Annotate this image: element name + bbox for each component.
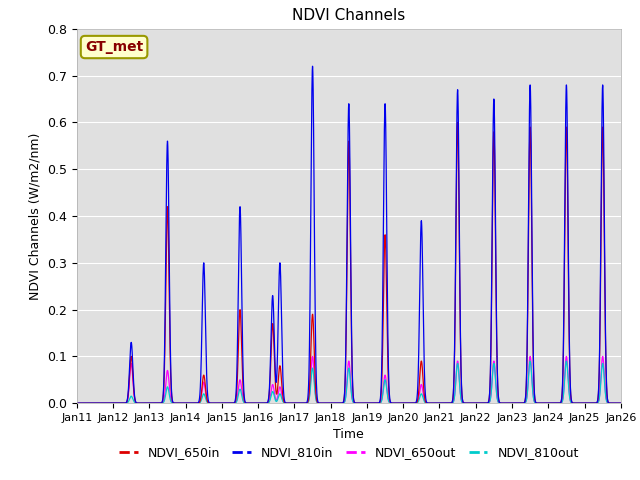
Text: GT_met: GT_met xyxy=(85,40,143,54)
NDVI_650out xyxy=(308,353,316,359)
NDVI_810out xyxy=(617,400,625,406)
NDVI_650in xyxy=(561,278,568,284)
NDVI_650in xyxy=(457,351,465,357)
NDVI_650out xyxy=(73,400,81,406)
NDVI_650in xyxy=(454,120,461,125)
NDVI_650out xyxy=(407,400,415,406)
NDVI_650in xyxy=(617,400,625,406)
NDVI_650in xyxy=(407,400,415,406)
NDVI_650in xyxy=(243,400,251,406)
NDVI_810in xyxy=(443,400,451,406)
NDVI_810in xyxy=(457,346,465,351)
Line: NDVI_650in: NDVI_650in xyxy=(77,122,621,403)
X-axis label: Time: Time xyxy=(333,429,364,442)
NDVI_810out xyxy=(457,393,465,399)
NDVI_810in xyxy=(280,384,287,389)
NDVI_810in xyxy=(617,400,625,406)
NDVI_810in xyxy=(243,400,251,406)
Line: NDVI_650out: NDVI_650out xyxy=(77,356,621,403)
Legend: NDVI_650in, NDVI_810in, NDVI_650out, NDVI_810out: NDVI_650in, NDVI_810in, NDVI_650out, NDV… xyxy=(114,441,584,464)
NDVI_810out xyxy=(243,400,251,406)
NDVI_650out xyxy=(280,398,287,404)
Y-axis label: NDVI Channels (W/m2/nm): NDVI Channels (W/m2/nm) xyxy=(29,132,42,300)
NDVI_650out xyxy=(617,400,625,406)
NDVI_810in xyxy=(561,260,568,265)
NDVI_650in xyxy=(73,400,81,406)
NDVI_810out xyxy=(407,400,415,406)
NDVI_810in xyxy=(407,400,415,406)
NDVI_810in xyxy=(73,400,81,406)
NDVI_810out xyxy=(73,400,81,406)
NDVI_810out xyxy=(280,399,287,405)
NDVI_650out xyxy=(561,380,568,385)
Line: NDVI_810in: NDVI_810in xyxy=(77,66,621,403)
NDVI_650in xyxy=(443,400,451,406)
NDVI_650out xyxy=(243,400,251,406)
Line: NDVI_810out: NDVI_810out xyxy=(77,361,621,403)
NDVI_650out xyxy=(457,393,465,399)
NDVI_810out xyxy=(443,400,451,406)
NDVI_650in xyxy=(280,396,287,402)
Title: NDVI Channels: NDVI Channels xyxy=(292,9,405,24)
NDVI_810in xyxy=(308,63,316,69)
NDVI_650out xyxy=(443,400,451,406)
NDVI_810out xyxy=(526,358,534,364)
NDVI_810out xyxy=(561,382,568,387)
